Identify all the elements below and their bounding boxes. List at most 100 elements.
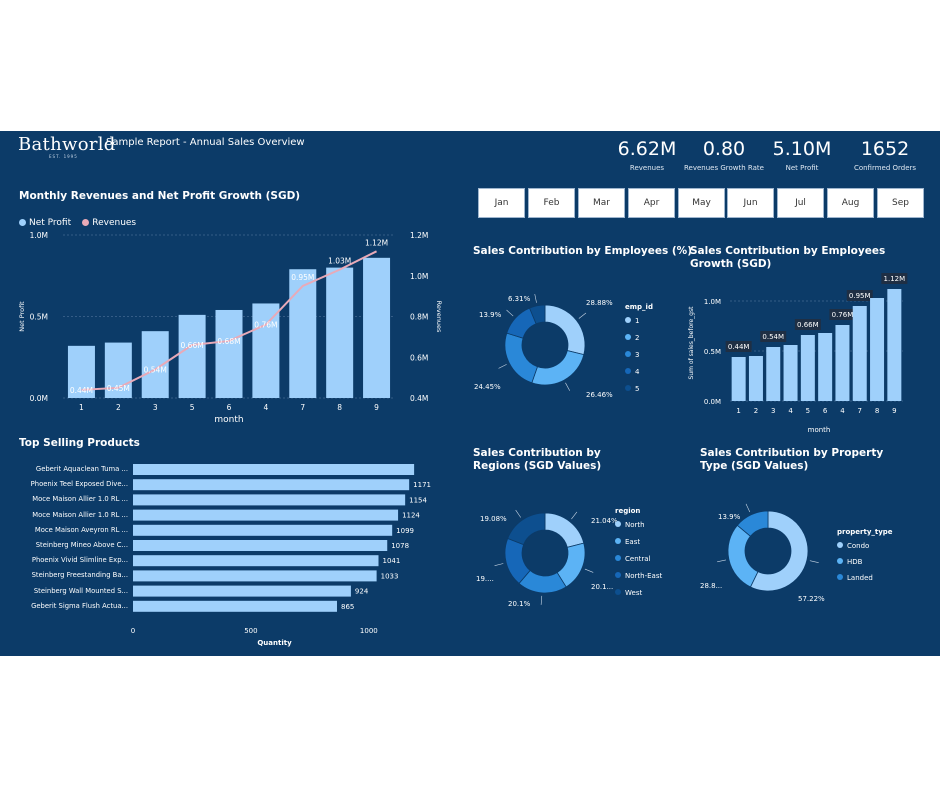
property-donut-chart: 57.22% 28.8... 13.9% property_type Condo HDB L… xyxy=(700,503,893,603)
legend-revenues[interactable]: Revenues xyxy=(82,218,136,228)
y2-tick-label: 0.6M xyxy=(410,353,428,362)
legend-label: Revenues xyxy=(92,218,137,228)
product-data-label: 1124 xyxy=(402,512,420,520)
donut-slice xyxy=(507,512,546,546)
product-data-label: 865 xyxy=(341,603,354,611)
y-tick-label: 0.5M xyxy=(704,348,721,356)
regions-donut-chart: 21.04% 20.1... 20.1% 19.... 19.08% region Nort… xyxy=(476,507,662,608)
x-tick-label: 7 xyxy=(858,407,862,415)
employee-growth-bar xyxy=(766,347,781,401)
month-button-jul[interactable]: Jul xyxy=(777,188,824,218)
legend-marker-icon xyxy=(625,351,631,357)
top-products-chart: 0 500 1000 Quantity 1171 1154 1124 1099 1078 1041… xyxy=(131,464,431,647)
month-button-jun[interactable]: Jun xyxy=(727,188,774,218)
month-button-apr[interactable]: Apr xyxy=(628,188,675,218)
legend-marker-icon xyxy=(837,558,843,564)
x-tick-label: 6 xyxy=(227,403,232,412)
legend-label: 1 xyxy=(635,317,639,325)
x-tick-label: 1 xyxy=(79,403,84,412)
employees-growth-chart-title: Sales Contribution by Employees Growth (… xyxy=(690,245,886,270)
x-tick-label: 4 xyxy=(840,407,845,415)
kpi-net-profit: 5.10M Net Profit xyxy=(762,138,842,172)
product-label: Moce Maison Allier 1.0 RL ... xyxy=(32,495,128,504)
kpi-label: Net Profit xyxy=(785,164,819,172)
legend-dot-icon xyxy=(19,219,26,226)
kpi-value: 0.80 xyxy=(702,138,746,160)
product-label: Moce Maison Aveyron RL ... xyxy=(34,525,128,534)
employees-donut-chart: 28.88% 26.46% 24.45% 13.9% 6.31% emp_id 1 2 3 4 5 xyxy=(474,293,653,399)
legend-label: 5 xyxy=(635,385,639,393)
month-button-jan[interactable]: Jan xyxy=(478,188,525,218)
data-label: 0.66M xyxy=(797,321,819,329)
month-button-sep[interactable]: Sep xyxy=(877,188,924,218)
product-bar xyxy=(133,600,337,612)
donut-slice xyxy=(544,304,586,356)
net-profit-bar xyxy=(326,267,354,398)
month-button-mar[interactable]: Mar xyxy=(578,188,625,218)
employees-chart-title: Sales Contribution by Employees (%) xyxy=(473,245,692,257)
y-axis-label: Net Profit xyxy=(18,301,26,332)
month-button-may[interactable]: May xyxy=(678,188,725,218)
month-button-feb[interactable]: Feb xyxy=(528,188,575,218)
y-tick-label: 1.0M xyxy=(704,298,721,306)
data-label: 0.95M xyxy=(849,292,871,300)
employee-growth-bar xyxy=(887,289,902,401)
product-data-label: 1041 xyxy=(383,557,401,565)
slice-data-label: 19.08% xyxy=(480,515,507,523)
product-bar xyxy=(133,479,410,491)
slice-data-label: 57.22% xyxy=(798,595,825,603)
product-data-label: 924 xyxy=(355,588,369,596)
y2-tick-label: 0.4M xyxy=(410,394,428,403)
slice-leader-line xyxy=(498,364,507,369)
product-label: Phoenix Vivid Slimline Exp... xyxy=(31,556,128,565)
x-tick-label: 3 xyxy=(153,403,158,412)
product-data-label: 1171 xyxy=(413,481,431,489)
data-label: 1.12M xyxy=(884,275,906,283)
property-chart-title: Sales Contribution by Property Type (SGD… xyxy=(700,447,884,472)
legend-net-profit[interactable]: Net Profit xyxy=(19,218,71,228)
kpi-label: Confirmed Orders xyxy=(853,164,917,172)
legend-dot-icon xyxy=(82,219,90,226)
kpi-value: 5.10M xyxy=(772,138,832,160)
employee-growth-bar xyxy=(748,356,763,401)
y-tick-label: 0.0M xyxy=(30,394,48,403)
legend-marker-icon xyxy=(625,385,631,391)
product-label: Moce Maison Allier 1.0 RL ... xyxy=(32,510,128,519)
employee-growth-bar xyxy=(731,357,746,401)
slice-leader-line xyxy=(745,503,751,513)
kpi-revenues-growth-rate: 0.80 Revenues Growth Rate xyxy=(684,138,764,172)
product-label: Steinberg Mineo Above C... xyxy=(35,541,128,549)
logo-subtitle: EST. 1995 xyxy=(49,154,78,159)
monthly-revenue-chart: 0.0M 0.5M 1.0M 0.4M 0.6M 0.8M 1.0M 1.2M Net Prof… xyxy=(18,231,443,425)
slice-data-label: 21.04% xyxy=(591,517,618,525)
kpi-label: Revenues Growth Rate xyxy=(684,164,764,172)
legend-marker-icon xyxy=(615,555,621,561)
product-data-label: 1078 xyxy=(391,542,409,550)
y-tick-label: 0.0M xyxy=(704,398,721,406)
x-tick-label: 2 xyxy=(754,407,758,415)
product-label: Steinberg Freestanding Ba... xyxy=(31,571,128,580)
y2-tick-label: 1.2M xyxy=(410,231,428,240)
month-button-aug[interactable]: Aug xyxy=(827,188,874,218)
x-tick-label: 8 xyxy=(875,407,879,415)
legend-marker-icon xyxy=(837,574,843,580)
slice-leader-line xyxy=(578,312,587,319)
slice-data-label: 26.46% xyxy=(586,391,613,399)
legend-label: North xyxy=(625,521,645,529)
product-label: Geberit Aquaclean Tuma ... xyxy=(35,465,128,473)
slice-data-label: 13.9% xyxy=(718,513,741,521)
legend-label: West xyxy=(625,589,642,597)
employee-growth-bar xyxy=(800,335,815,401)
slice-data-label: 20.1... xyxy=(591,583,613,591)
x-tick-label: 0 xyxy=(131,627,135,635)
monthly-chart-legend: Net Profit Revenues xyxy=(19,210,142,229)
slice-data-label: 28.88% xyxy=(586,299,613,307)
revenue-data-label: 0.44M xyxy=(70,386,93,395)
data-label: 0.44M xyxy=(728,343,750,351)
net-profit-bar xyxy=(215,309,243,398)
y2-tick-label: 0.8M xyxy=(410,313,428,322)
net-profit-bar xyxy=(178,314,206,398)
donut-slice xyxy=(504,332,538,384)
slice-leader-line xyxy=(506,309,514,317)
donut-slice xyxy=(531,350,585,386)
